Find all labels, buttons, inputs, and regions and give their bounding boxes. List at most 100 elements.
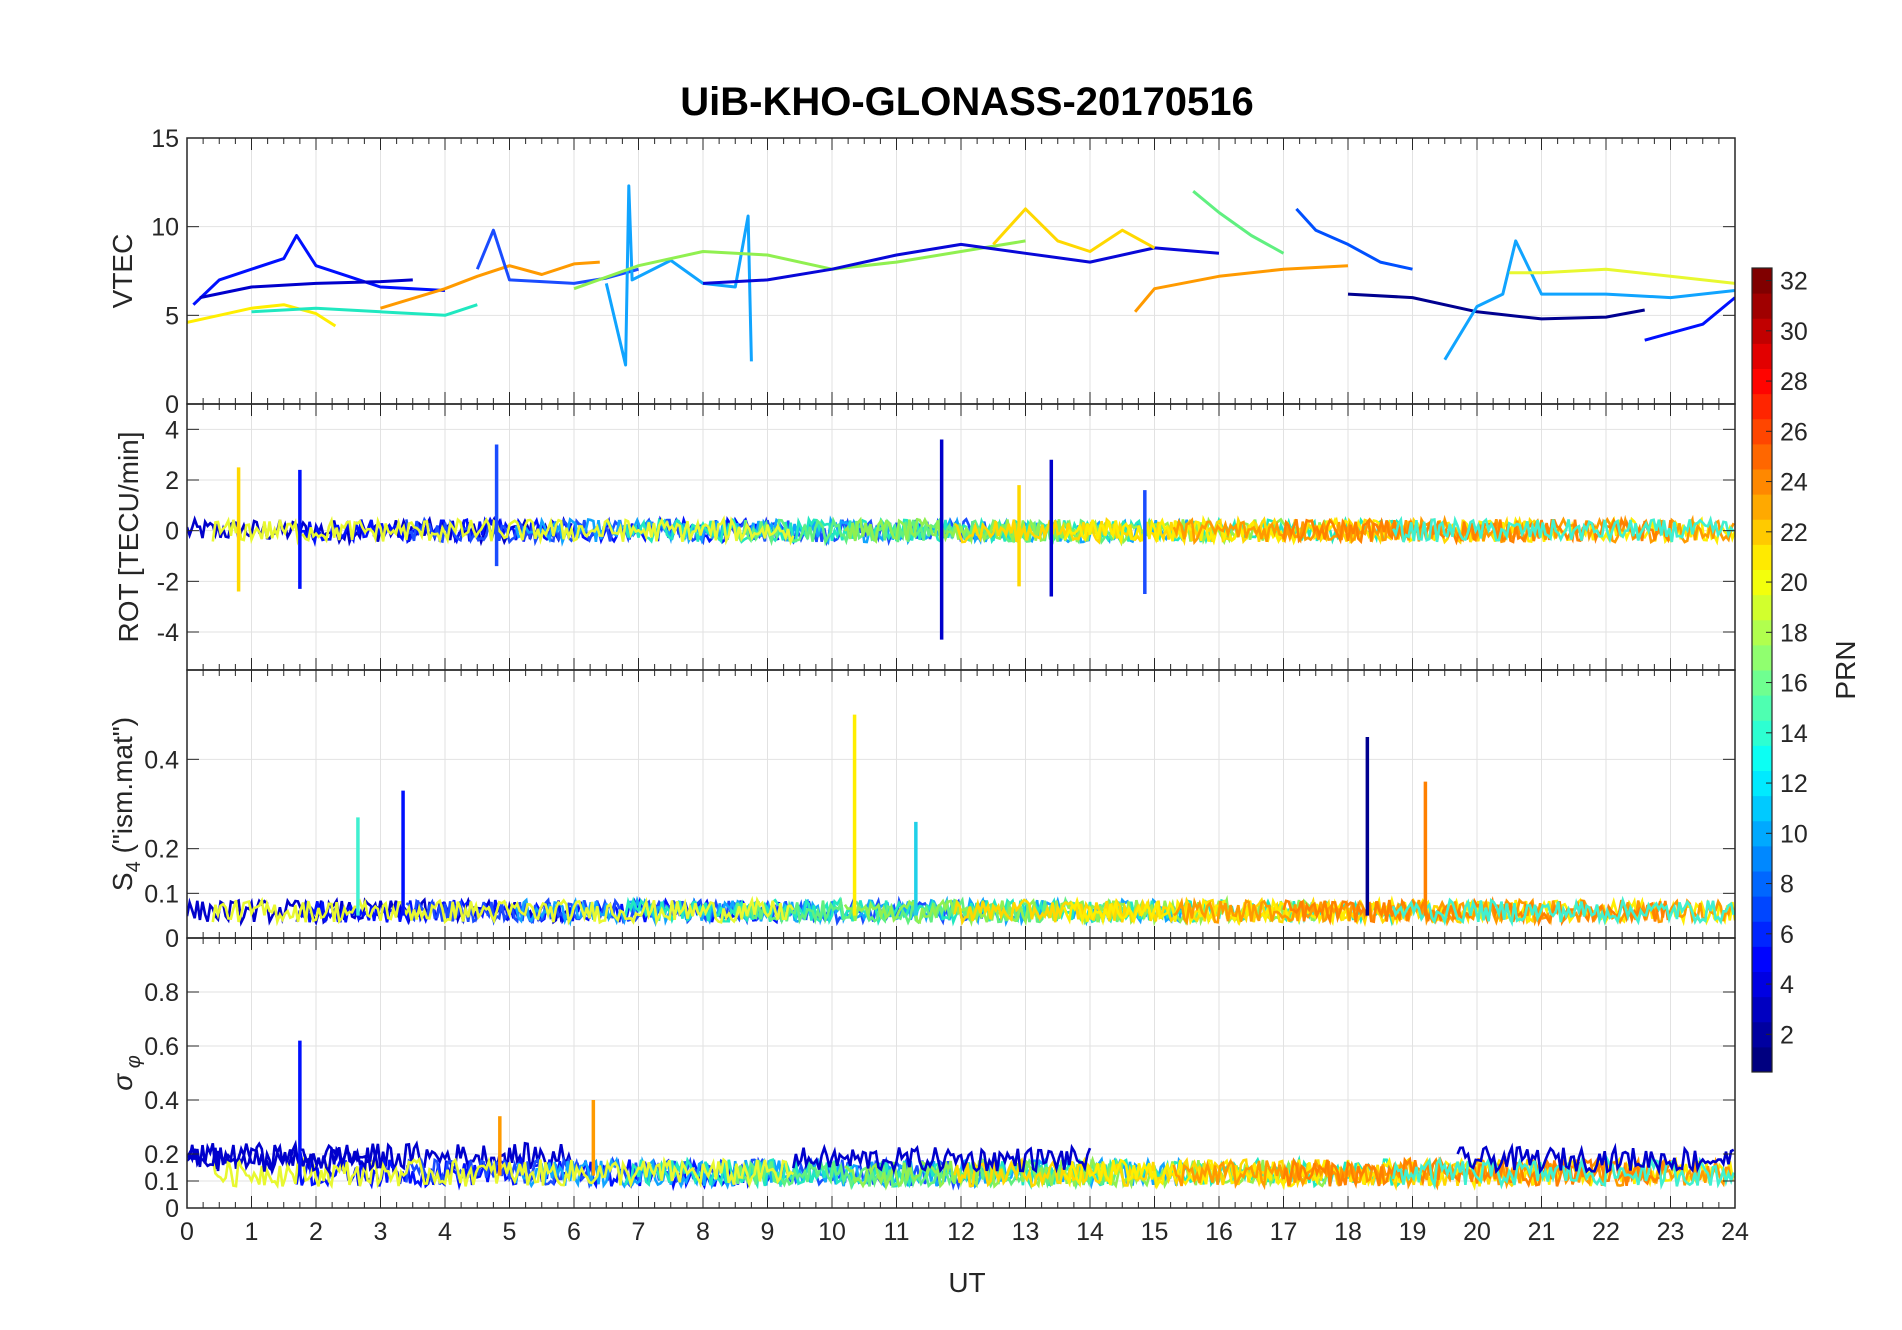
x-tick-label: 9 (761, 1218, 775, 1246)
colorbar-tick-label: 32 (1780, 268, 1808, 296)
series-prn-23 (1133, 264, 1349, 313)
y-tick-label: 0.4 (144, 1087, 179, 1115)
x-tick-label: 21 (1528, 1218, 1556, 1246)
x-tick-label: 6 (567, 1218, 581, 1246)
noise-trace (1392, 515, 1735, 544)
x-tick-label: 3 (374, 1218, 388, 1246)
x-tick-label: 4 (438, 1218, 452, 1246)
x-tick-label: 14 (1076, 1218, 1104, 1246)
noise-trace (734, 516, 1124, 547)
colorbar-swatch (1752, 619, 1772, 646)
colorbar-swatch (1752, 544, 1772, 570)
x-tick-label: 13 (1012, 1218, 1040, 1246)
y-tick-label: 2 (165, 467, 179, 495)
colorbar-swatch (1752, 569, 1772, 596)
colorbar-swatch (1752, 946, 1772, 972)
noise-trace (1391, 895, 1735, 927)
colorbar-swatch (1752, 318, 1772, 344)
y-tick-label: -2 (157, 568, 179, 596)
y-axis-label: VTEC (107, 234, 138, 309)
colorbar-swatch (1752, 443, 1772, 470)
series-prn-21 (992, 207, 1156, 253)
series-prn-10 (1443, 239, 1735, 361)
colorbar-tick-label: 26 (1780, 418, 1808, 446)
series-prn-2 (199, 278, 413, 300)
x-tick-label: 11 (884, 1218, 910, 1246)
x-tick-label: 10 (818, 1218, 846, 1246)
series-prn-13 (251, 303, 478, 317)
colorbar-tick-label: 12 (1780, 770, 1808, 798)
x-tick-label: 7 (632, 1218, 646, 1246)
y-tick-label: 5 (165, 302, 179, 330)
x-tick-label: 23 (1657, 1218, 1685, 1246)
x-tick-label: 1 (245, 1218, 259, 1246)
series-prn-2 (702, 242, 1220, 285)
colorbar-swatch (1752, 1046, 1772, 1073)
series-prn-20 (187, 303, 337, 328)
noise-trace (211, 895, 795, 927)
colorbar-swatch (1752, 971, 1772, 998)
noise-trace (211, 1156, 795, 1190)
figure-title: UiB-KHO-GLONASS-20170516 (680, 80, 1254, 124)
series-prn-1 (1347, 292, 1645, 321)
y-tick-label: 0 (165, 925, 179, 953)
y-tick-label: 0 (165, 518, 179, 546)
y-tick-label: 0.6 (144, 1033, 179, 1061)
colorbar-tick-label: 20 (1780, 569, 1808, 597)
x-tick-label: 5 (503, 1218, 517, 1246)
colorbar-swatch (1752, 293, 1772, 319)
y-tick-label: 0.1 (144, 880, 179, 908)
plot-area (187, 439, 1735, 640)
colorbar-swatch (1752, 393, 1772, 420)
x-tick-label: 17 (1270, 1218, 1298, 1246)
y-tick-label: 4 (165, 416, 179, 444)
x-axis-label: UT (948, 1267, 985, 1298)
colorbar-swatch (1752, 368, 1772, 395)
colorbar-swatch (1752, 996, 1772, 1023)
colorbar-tick-label: 16 (1780, 670, 1808, 698)
colorbar-swatch (1752, 1021, 1772, 1048)
x-tick-label: 20 (1463, 1218, 1491, 1246)
noise-trace (211, 515, 795, 546)
x-tick-label: 2 (309, 1218, 323, 1246)
colorbar-swatch (1752, 644, 1772, 671)
x-tick-label: 22 (1592, 1218, 1620, 1246)
plot-area (187, 184, 1735, 367)
colorbar-swatch (1752, 343, 1772, 369)
colorbar-tick-label: 6 (1780, 921, 1794, 949)
y-axis-label: σ φ (107, 1055, 145, 1091)
noise-trace (734, 1156, 1124, 1191)
series-prn-3 (1644, 296, 1735, 342)
colorbar-tick-label: 24 (1780, 469, 1808, 497)
plot-area (187, 1040, 1735, 1192)
colorbar-swatch (1752, 469, 1772, 495)
y-tick-label: 0.8 (144, 979, 179, 1007)
noise-trace (187, 1145, 380, 1176)
colorbar-swatch (1752, 770, 1772, 797)
y-tick-label: 0 (165, 1195, 179, 1223)
sigma-phi-panel: 00.10.20.40.60.8σ φ0 1 2 3 4 5 6 7 8 9 10 11 12 13 14 1… (107, 937, 1749, 1246)
colorbar-swatch (1752, 695, 1772, 721)
colorbar-swatch (1752, 670, 1772, 696)
colorbar-tick-label: 30 (1780, 318, 1808, 346)
colorbar-swatch (1752, 745, 1772, 771)
x-tick-label: 12 (947, 1218, 975, 1246)
y-tick-label: 0.2 (144, 836, 179, 864)
y-axis-label: ROT [TECU/min] (113, 431, 144, 642)
y-axis-label: S4 ("ism.mat") (107, 717, 145, 891)
series-prn-3 (192, 234, 446, 306)
rot-panel: -4 -2 0 2 4 ROT [TECU/min] (113, 403, 1736, 671)
y-tick-label: 15 (151, 125, 179, 153)
colorbar-swatch (1752, 845, 1772, 872)
colorbar-tick-label: 22 (1780, 519, 1808, 547)
y-tick-label: 10 (151, 214, 179, 242)
colorbar-swatch (1752, 268, 1772, 294)
colorbar-tick-label: 10 (1780, 820, 1808, 848)
colorbar-swatch (1752, 519, 1772, 545)
colorbar-swatch (1752, 720, 1772, 746)
colorbar-swatch (1752, 820, 1772, 847)
x-tick-label: 18 (1334, 1218, 1362, 1246)
